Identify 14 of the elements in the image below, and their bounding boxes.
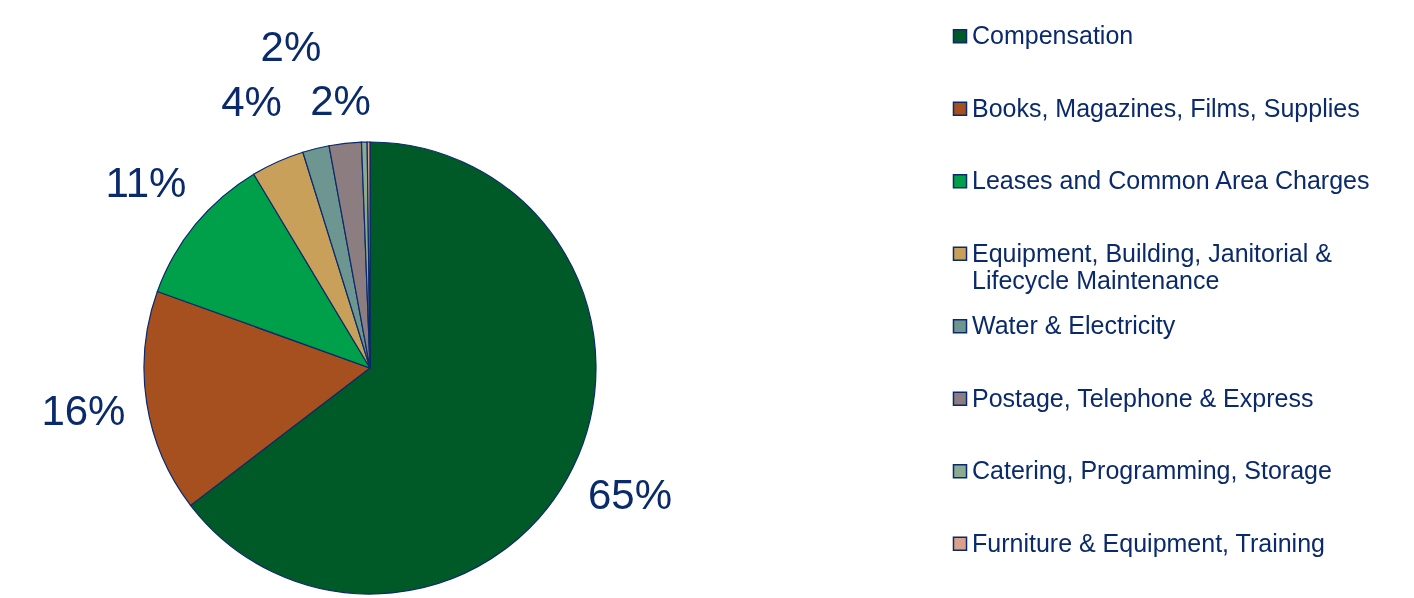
legend-label: Leases and Common Area Charges [972, 166, 1370, 195]
data-label: 16% [41, 387, 126, 435]
data-label: 2% [310, 76, 371, 124]
data-label: 65% [587, 471, 673, 519]
data-label: 11% [105, 158, 187, 206]
legend-label: Water & Electricity [972, 311, 1176, 340]
legend-label: Furniture & Equipment, Training [972, 528, 1325, 557]
legend-label: Catering, Programming, Storage [972, 456, 1332, 485]
legend-label: Equipment, Building, Janitorial & Lifecycle Maintenance [972, 238, 1333, 294]
legend-label: Compensation [972, 21, 1134, 50]
legend-label: Postage, Telephone & Express [972, 383, 1314, 412]
legend-label: Books, Magazines, Films, Supplies [972, 93, 1360, 122]
data-label: 2% [260, 22, 322, 70]
data-label: 4% [221, 78, 282, 126]
